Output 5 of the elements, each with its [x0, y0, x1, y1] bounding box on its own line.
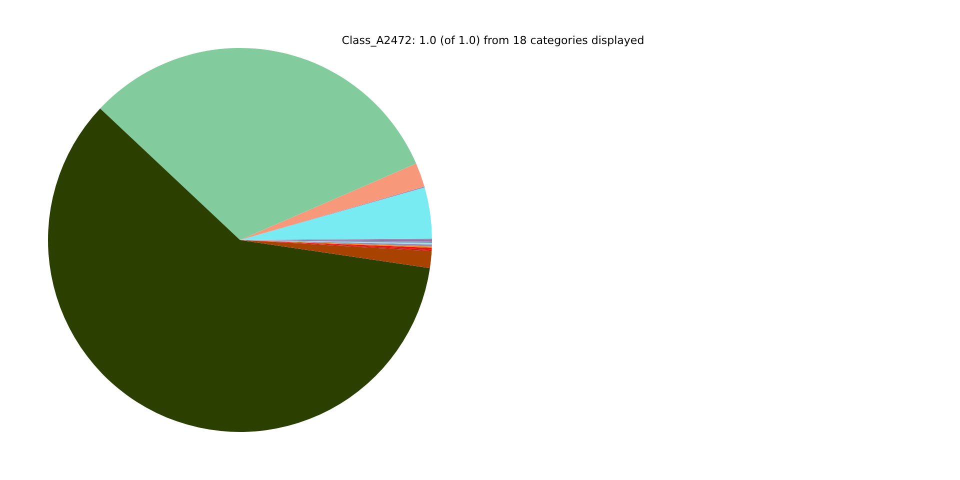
pie-slice: [48, 108, 430, 432]
pie-slice: [240, 240, 432, 268]
text: Class_A2472: 1.0 (of 1.0) from 18 categories displayed: [342, 34, 644, 47]
pie-slice: [240, 164, 424, 240]
pie-slice: [100, 48, 416, 240]
